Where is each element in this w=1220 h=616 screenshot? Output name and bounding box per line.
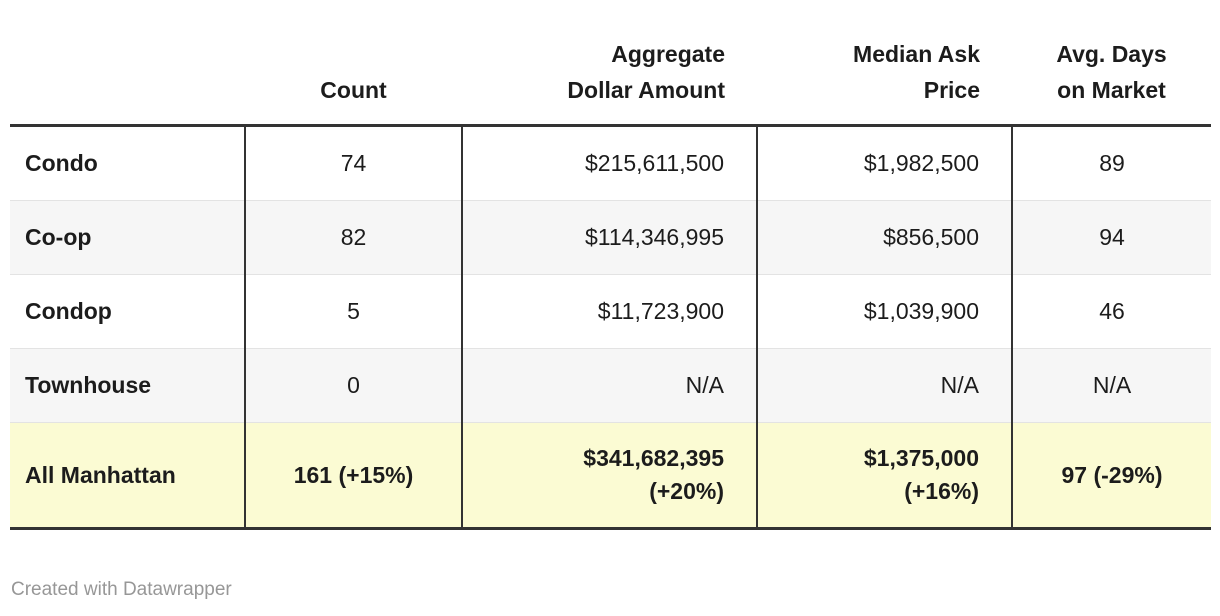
cell-days: 94 bbox=[1012, 200, 1211, 275]
cell-aggregate: N/A bbox=[462, 348, 758, 423]
cell-count: 5 bbox=[245, 274, 463, 349]
header-median-ask-price: Median Ask Price bbox=[757, 0, 1012, 127]
row-label: Co-op bbox=[10, 200, 246, 275]
cell-days: 89 bbox=[1099, 150, 1125, 176]
table-row-townhouse: Townhouse 0 N/A N/A N/A bbox=[10, 348, 1211, 423]
cell-median: $856,500 bbox=[757, 200, 1013, 275]
cell-aggregate: $11,723,900 bbox=[462, 274, 758, 349]
row-label: Townhouse bbox=[10, 348, 246, 423]
row-label: All Manhattan bbox=[10, 422, 246, 530]
table-row-coop: Co-op 82 $114,346,995 $856,500 94 bbox=[10, 200, 1211, 275]
table-row-condop: Condop 5 $11,723,900 $1,039,900 46 bbox=[10, 274, 1211, 349]
cell-count: 161 (+15%) bbox=[245, 422, 463, 530]
cell-median: N/A bbox=[757, 348, 1013, 423]
table-header-row: Count Aggregate Dollar Amount Median Ask… bbox=[10, 0, 1211, 127]
manhattan-sales-table: Count Aggregate Dollar Amount Median Ask… bbox=[10, 0, 1211, 530]
cell-count: 74 bbox=[245, 125, 463, 201]
datawrapper-credit-link[interactable]: Created with Datawrapper bbox=[11, 579, 232, 600]
header-aggregate-dollar-amount: Aggregate Dollar Amount bbox=[462, 0, 757, 127]
cell-count: 0 bbox=[245, 348, 463, 423]
header-avg-days-on-market: Avg. Days on Market bbox=[1012, 0, 1211, 127]
cell-days: 46 bbox=[1012, 274, 1211, 349]
cell-days: 97 (-29%) bbox=[1012, 422, 1211, 530]
cell-median: $1,982,500 bbox=[757, 125, 1013, 201]
row-label: Condo bbox=[10, 125, 246, 201]
cell-aggregate: $114,346,995 bbox=[462, 200, 758, 275]
cell-count: 82 bbox=[245, 200, 463, 275]
table-row-condo: Condo 74 $215,611,500 $1,982,500 89 bbox=[10, 125, 1211, 201]
cell-aggregate: $215,611,500 bbox=[462, 125, 758, 201]
cell-aggregate: $341,682,395 (+20%) bbox=[462, 422, 758, 530]
cell-days: N/A bbox=[1012, 348, 1211, 423]
header-blank bbox=[10, 0, 245, 127]
cell-median: $1,375,000 (+16%) bbox=[757, 422, 1013, 530]
cell-median: $1,039,900 bbox=[757, 274, 1013, 349]
row-label: Condop bbox=[10, 274, 246, 349]
header-count: Count bbox=[245, 0, 462, 127]
table-row-all-manhattan: All Manhattan 161 (+15%) $341,682,395 (+… bbox=[10, 422, 1211, 530]
